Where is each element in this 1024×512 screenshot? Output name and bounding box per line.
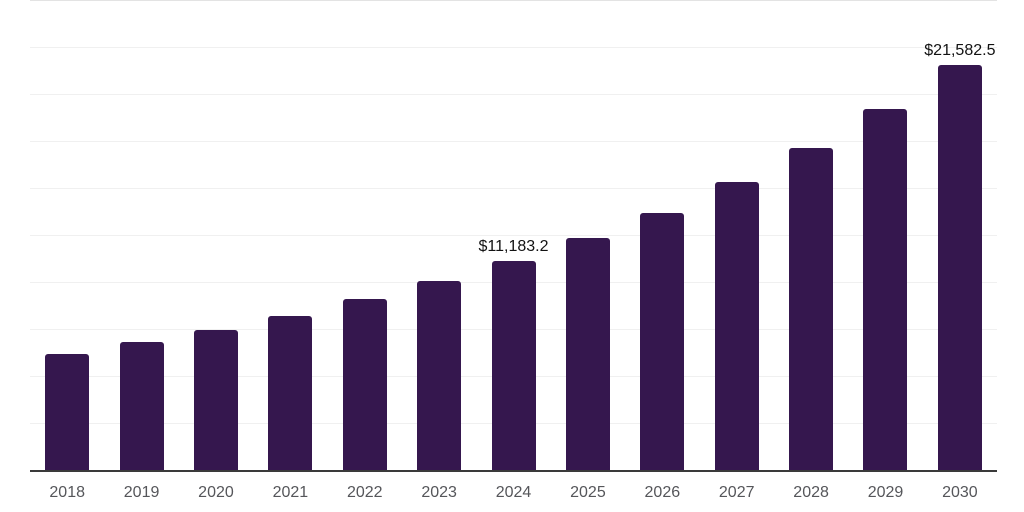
bar-2019[interactable] xyxy=(119,342,164,471)
x-axis-label-2024: 2024 xyxy=(495,484,532,501)
x-axis-label-2018: 2018 xyxy=(49,484,85,501)
x-axis-label-2027: 2027 xyxy=(718,484,755,501)
bar-value-label: $21,582.5 xyxy=(924,42,996,60)
bar-2020[interactable] xyxy=(193,330,238,471)
bar-slot xyxy=(700,1,774,471)
gridline xyxy=(30,188,997,189)
x-axis-label-2022: 2022 xyxy=(346,484,383,501)
bar-2024[interactable] xyxy=(491,260,536,471)
bar-2026[interactable] xyxy=(640,212,685,471)
bar-slot xyxy=(104,1,178,471)
bar-slot: $11,183.2 xyxy=(476,1,550,471)
bar-2029[interactable] xyxy=(863,108,908,471)
bar-2028[interactable] xyxy=(789,147,834,471)
x-axis-label-2021: 2021 xyxy=(272,484,309,501)
gridline xyxy=(30,94,997,95)
bar-slot xyxy=(848,1,922,471)
x-axis-label-2025: 2025 xyxy=(570,484,606,501)
bar-2021[interactable] xyxy=(268,316,313,471)
plot-area: $11,183.2 $21,582.5 xyxy=(30,0,997,472)
bar-2023[interactable] xyxy=(417,280,462,471)
bar-slot xyxy=(253,1,327,471)
bar-slot xyxy=(179,1,253,471)
bar-slot xyxy=(30,1,104,471)
bar-2027[interactable] xyxy=(714,181,759,471)
x-axis-label-2020: 2020 xyxy=(198,484,234,501)
x-axis-label-2023: 2023 xyxy=(421,484,457,501)
x-axis-label-2026: 2026 xyxy=(644,484,681,501)
x-axis-label-2019: 2019 xyxy=(123,484,160,501)
gridline xyxy=(30,47,997,48)
gridline xyxy=(30,141,997,142)
bar-slot xyxy=(774,1,848,471)
bar-value-label: $11,183.2 xyxy=(478,237,549,255)
x-axis-line xyxy=(30,470,997,472)
x-axis-label-2028: 2028 xyxy=(793,484,829,501)
x-axis-label-2029: 2029 xyxy=(867,484,904,501)
bar-slot: $21,582.5 xyxy=(923,1,997,471)
bar-2025[interactable] xyxy=(565,237,610,471)
x-axis-labels: 2018 2019 2020 2021 2022 2023 2024 2025 2026 2027… xyxy=(30,483,997,503)
bar-slot xyxy=(402,1,476,471)
bar-slot xyxy=(625,1,699,471)
gridline xyxy=(30,0,997,1)
gridline xyxy=(30,235,997,236)
x-axis-label-2030: 2030 xyxy=(942,484,978,501)
bar-2030[interactable] xyxy=(937,65,982,471)
bar-slot xyxy=(328,1,402,471)
bar-2022[interactable] xyxy=(342,299,387,471)
bar-slot xyxy=(551,1,625,471)
bars-container: $11,183.2 $21,582.5 xyxy=(30,1,997,471)
bar-2018[interactable] xyxy=(45,354,90,471)
